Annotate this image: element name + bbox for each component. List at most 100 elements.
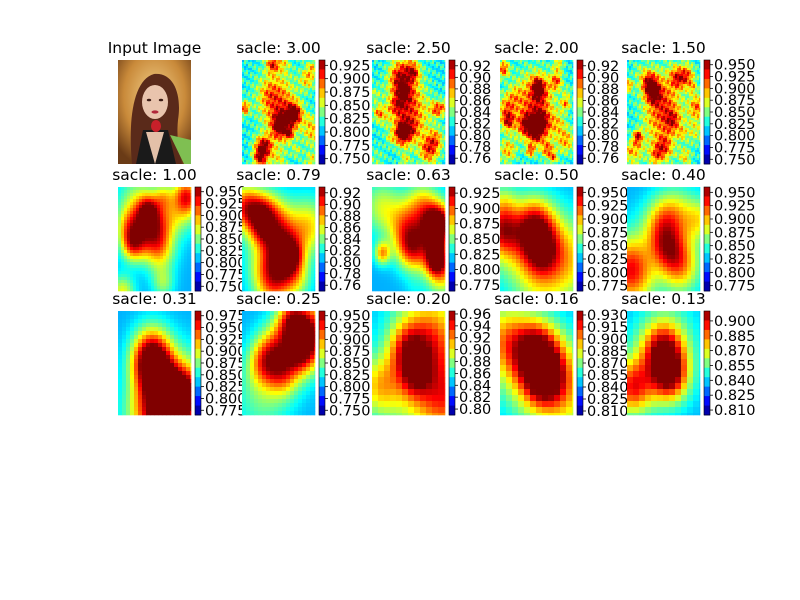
heatmap-cell: [438, 86, 441, 89]
heatmap-cell: [244, 82, 247, 85]
heatmap-cell: [254, 134, 257, 137]
heatmap-cell: [504, 86, 507, 89]
heatmap-cell: [502, 66, 505, 69]
heatmap-cell: [500, 88, 503, 91]
heatmap-cell: [384, 146, 387, 149]
heatmap-cell: [430, 154, 433, 157]
heatmap-cell: [548, 96, 551, 99]
heatmap-cell: [374, 112, 377, 115]
heatmap-cell: [522, 112, 525, 115]
heatmap-cell: [248, 64, 251, 67]
heatmap-cell: [308, 158, 311, 161]
heatmap-cell: [380, 92, 383, 95]
heatmap-cell: [418, 120, 421, 123]
heatmap-cell: [392, 160, 395, 163]
heatmap-cell: [406, 72, 409, 75]
heatmap-cell: [400, 116, 403, 119]
heatmap-cell: [280, 144, 283, 147]
heatmap-cell: [372, 84, 375, 87]
heatmap-cell: [400, 128, 403, 131]
heatmap-cell: [302, 152, 305, 155]
heatmap-cell: [278, 160, 281, 163]
heatmap-cell: [430, 130, 433, 133]
heatmap-cell: [434, 100, 437, 103]
heatmap-cell: [392, 140, 395, 143]
heatmap-cell: [568, 92, 571, 95]
heatmap-cell: [420, 66, 423, 69]
heatmap-cell: [270, 130, 273, 133]
heatmap-cell: [548, 110, 551, 113]
heatmap-cell: [424, 158, 427, 161]
heatmap-cell: [408, 142, 411, 145]
heatmap-cell: [420, 156, 423, 159]
heatmap-cell: [420, 162, 423, 165]
heatmap-cell: [300, 110, 303, 113]
heatmap-cell: [412, 158, 415, 161]
heatmap-cell: [292, 112, 295, 115]
heatmap-cell: [246, 160, 249, 163]
heatmap-cell: [542, 66, 545, 69]
heatmap-cell: [258, 76, 261, 79]
heatmap-cell: [298, 72, 301, 75]
heatmap-cell: [402, 120, 405, 123]
heatmap-cell: [298, 64, 301, 67]
heatmap-cell: [526, 72, 529, 75]
heatmap-cell: [406, 162, 409, 165]
heatmap-cell: [432, 102, 435, 105]
green-scarf-shape: [170, 135, 191, 164]
heatmap-cell: [264, 102, 267, 105]
heatmap-cell: [530, 92, 533, 95]
heatmap-cell: [414, 124, 417, 127]
heatmap-cell: [250, 96, 253, 99]
heatmap-cell: [566, 90, 569, 93]
heatmap-cell: [418, 84, 421, 87]
heatmap-cell: [558, 76, 561, 79]
heatmap-cell: [280, 162, 283, 165]
heatmap-cell: [376, 66, 379, 69]
heatmap-cell: [292, 144, 295, 147]
heatmap-cell: [276, 146, 279, 149]
heatmap-cell: [394, 68, 397, 71]
heatmap-cell: [308, 140, 311, 143]
heatmap-cell: [276, 128, 279, 131]
heatmap-cell: [382, 162, 385, 165]
heatmap-cell: [444, 112, 446, 115]
heatmap-cell: [426, 120, 429, 123]
heatmap-cell: [272, 128, 275, 131]
heatmap-cell: [376, 156, 379, 159]
heatmap-cell: [254, 108, 257, 111]
heatmap-cell: [538, 110, 541, 113]
heatmap-cell: [556, 64, 559, 67]
heatmap-cell: [544, 110, 547, 113]
heatmap-cell: [274, 102, 277, 105]
heatmap-cell: [272, 88, 275, 91]
heatmap-cell: [402, 78, 405, 81]
heatmap-cell: [434, 118, 437, 121]
heatmap-cell: [508, 78, 511, 81]
heatmap-cell: [516, 110, 519, 113]
heatmap-cell: [528, 88, 531, 91]
heatmap-cell: [546, 104, 549, 107]
heatmap-cell: [538, 76, 541, 79]
heatmap-cell: [300, 60, 303, 63]
heatmap-cell: [416, 96, 419, 99]
heatmap-cell: [524, 86, 527, 89]
heatmap-cell: [242, 60, 245, 63]
heatmap-cell: [398, 118, 401, 121]
heatmap-cell: [390, 96, 393, 99]
heatmap-cell: [374, 98, 377, 101]
heatmap-cell: [308, 78, 311, 81]
heatmap-cell: [408, 70, 411, 73]
heatmap-cell: [414, 80, 417, 83]
heatmap-cell: [262, 106, 265, 109]
heatmap-cell: [532, 106, 535, 109]
heatmap-cell: [566, 70, 569, 73]
heatmap-cell: [292, 154, 295, 157]
heatmap-cell: [400, 130, 403, 133]
heatmap-cell: [312, 74, 315, 77]
heatmap-cell: [384, 84, 387, 87]
heatmap-cell: [432, 76, 435, 79]
heatmap-cell: [508, 102, 511, 105]
heatmap-cell: [406, 82, 409, 85]
heatmap-cell: [290, 132, 293, 135]
